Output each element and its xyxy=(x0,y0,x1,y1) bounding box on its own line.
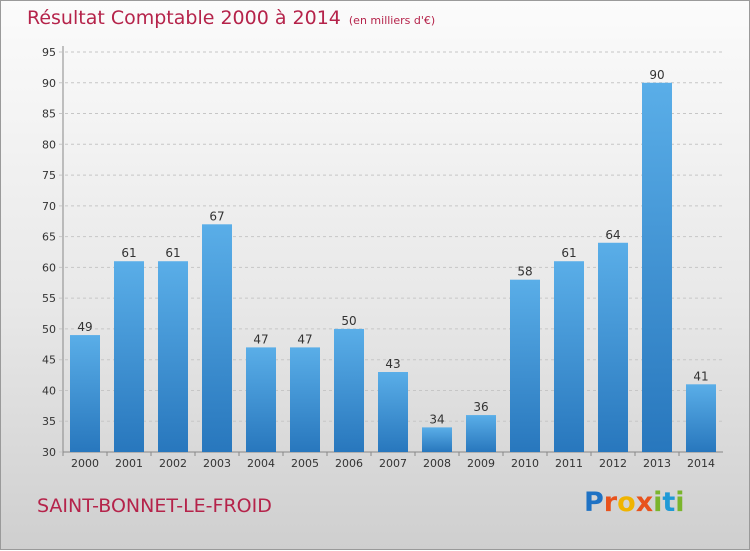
y-tick-label: 40 xyxy=(42,384,56,397)
data-label: 47 xyxy=(253,332,268,346)
data-label: 67 xyxy=(209,209,224,223)
x-tick-label: 2010 xyxy=(511,457,539,470)
x-tick-label: 2012 xyxy=(599,457,627,470)
bar-2012 xyxy=(598,242,628,452)
bar-2003 xyxy=(202,224,232,452)
x-tick-label: 2002 xyxy=(159,457,187,470)
x-tick-label: 2009 xyxy=(467,457,495,470)
x-tick-label: 2014 xyxy=(687,457,715,470)
town-name: SAINT-BONNET-LE-FROID xyxy=(37,495,272,517)
y-tick-label: 95 xyxy=(42,46,56,59)
chart-title: Résultat Comptable 2000 à 2014 (en millie… xyxy=(27,7,435,29)
x-tick-label: 2004 xyxy=(247,457,275,470)
bar-2008 xyxy=(422,427,452,452)
bar-2000 xyxy=(70,335,100,452)
labels: 2000 49 2001 61 2002 61 2003 67 2004 47 2005 47 2006… xyxy=(71,68,715,470)
chart-title-text: Résultat Comptable 2000 à 2014 xyxy=(27,7,341,29)
data-label: 50 xyxy=(341,314,356,328)
x-tick-label: 2006 xyxy=(335,457,363,470)
bar-2013 xyxy=(642,82,672,453)
y-tick-label: 75 xyxy=(42,169,56,182)
x-tick-label: 2005 xyxy=(291,457,319,470)
data-label: 43 xyxy=(385,357,400,371)
data-label: 36 xyxy=(473,400,488,414)
data-label: 64 xyxy=(605,228,620,242)
bar-2011 xyxy=(554,261,584,452)
data-label: 61 xyxy=(121,246,136,260)
proxiti-logo: Proxiti xyxy=(584,487,685,518)
data-label: 41 xyxy=(693,369,708,383)
y-tick-label: 65 xyxy=(42,231,56,244)
x-tick-label: 2013 xyxy=(643,457,671,470)
bar-2007 xyxy=(378,372,408,452)
x-tick-label: 2008 xyxy=(423,457,451,470)
bar-2010 xyxy=(510,279,540,452)
y-tick-label: 90 xyxy=(42,77,56,90)
bar-2001 xyxy=(114,261,144,452)
bars xyxy=(70,82,716,453)
x-tick-label: 2003 xyxy=(203,457,231,470)
x-tick-label: 2000 xyxy=(71,457,99,470)
y-tick-label: 45 xyxy=(42,354,56,367)
y-tick-label: 50 xyxy=(42,323,56,336)
y-tick-label: 85 xyxy=(42,108,56,121)
bar-2004 xyxy=(246,347,276,452)
bar-2002 xyxy=(158,261,188,452)
y-tick-label: 80 xyxy=(42,138,56,151)
data-label: 47 xyxy=(297,332,312,346)
y-tick-label: 55 xyxy=(42,292,56,305)
data-label: 61 xyxy=(561,246,576,260)
x-tick-label: 2011 xyxy=(555,457,583,470)
x-tick-label: 2001 xyxy=(115,457,143,470)
data-label: 61 xyxy=(165,246,180,260)
axes: 30 35 40 45 50 55 60 65 70 75 80 85 90 95 xyxy=(42,46,723,459)
y-tick-label: 30 xyxy=(42,446,56,459)
y-tick-label: 35 xyxy=(42,415,56,428)
bar-2005 xyxy=(290,347,320,452)
bar-2006 xyxy=(334,328,364,452)
data-label: 90 xyxy=(649,68,664,82)
bar-2014 xyxy=(686,384,716,452)
bar-2009 xyxy=(466,415,496,452)
data-label: 49 xyxy=(77,320,92,334)
data-label: 34 xyxy=(429,412,444,426)
y-tick-label: 60 xyxy=(42,261,56,274)
x-tick-label: 2007 xyxy=(379,457,407,470)
data-label: 58 xyxy=(517,265,532,279)
y-tick-label: 70 xyxy=(42,200,56,213)
chart-subtitle: (en milliers d'€) xyxy=(348,14,436,27)
